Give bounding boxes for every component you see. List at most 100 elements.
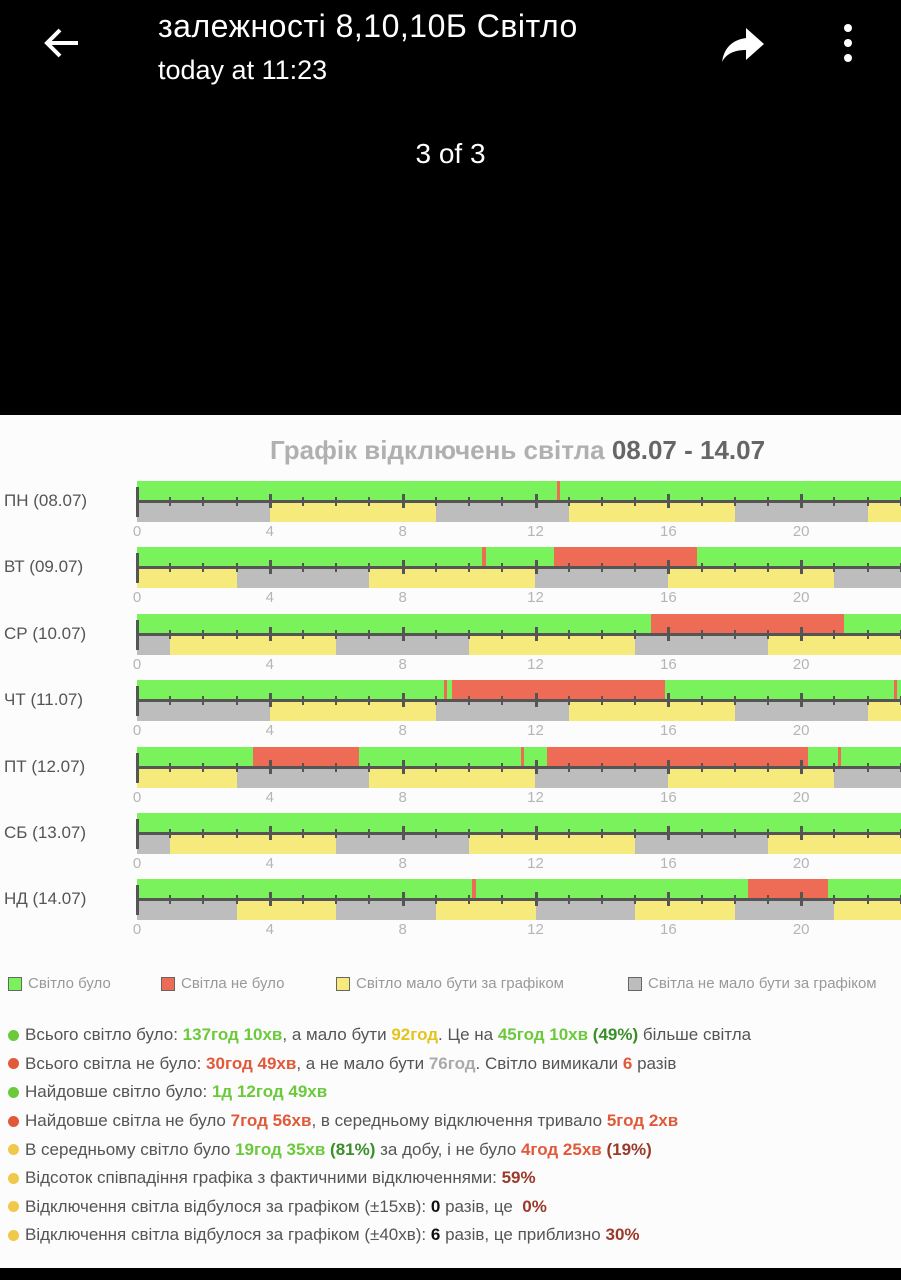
legend-label: Світла не мало бути за графіком [648, 975, 877, 992]
axis-tick [667, 494, 671, 508]
axis-start [136, 885, 139, 916]
more-options-icon[interactable] [830, 20, 866, 66]
tick-label: 12 [527, 722, 544, 740]
power-off-segment [650, 613, 845, 633]
axis-tick [335, 629, 338, 639]
axis-start [136, 752, 139, 783]
tick-label: 4 [265, 855, 274, 872]
axis-tick [401, 560, 405, 575]
axis-tick [899, 895, 901, 905]
power-off-segment [553, 547, 697, 567]
axis-tick [534, 626, 538, 641]
axis-tick [766, 629, 769, 639]
day-track: 0 4 8 12 16 20 [133, 879, 901, 939]
day-track: 0 4 8 12 16 20 [133, 613, 901, 674]
axis-tick [833, 895, 836, 905]
chart-title-prefix: Графік відключень світла [270, 435, 605, 465]
stat-text: Найдовше світла не було [25, 1111, 231, 1131]
axis-tick [202, 829, 205, 838]
tick-label: 20 [792, 788, 810, 806]
timestamp: today at 11:23 [158, 55, 328, 85]
stat-line: Відключення світла відбулося за графіком… [8, 1193, 901, 1222]
power-off-segment [557, 481, 561, 500]
stat-line: Найдовше світла не було 7год 56хв, в сер… [8, 1107, 901, 1136]
axis-tick [235, 629, 238, 639]
schedule-on-segment [170, 835, 337, 854]
legend-swatch [8, 976, 22, 991]
axis-tick [235, 563, 238, 573]
axis-tick [434, 629, 437, 639]
axis-tick [667, 759, 671, 774]
axis-tick [899, 829, 901, 838]
axis-tick [268, 826, 272, 840]
axis-line [137, 632, 901, 636]
axis-tick [434, 696, 437, 706]
axis-tick [600, 895, 603, 905]
axis-tick [434, 895, 437, 905]
axis-tick [634, 762, 637, 772]
stat-text: , а не мало бути [296, 1053, 429, 1073]
axis-tick [368, 497, 371, 506]
tick-label: 4 [265, 523, 274, 540]
legend-label: Світла не було [181, 975, 285, 992]
tick-label: 20 [792, 589, 810, 607]
axis-tick [335, 895, 338, 905]
stat-text: за добу, і не було [375, 1139, 521, 1159]
axis-tick [567, 497, 570, 506]
power-off-segment [452, 680, 665, 700]
axis-tick [899, 563, 901, 573]
axis-tick [534, 826, 538, 840]
day-track: 0 4 8 12 16 20 [133, 746, 901, 807]
stat-text: В середньому світло було [25, 1139, 236, 1159]
share-icon[interactable] [718, 22, 768, 66]
axis-tick [302, 497, 305, 506]
schedule-on-segment [236, 901, 337, 921]
day-row: ПН (08.07) 0 4 8 12 16 20 [0, 481, 901, 547]
tick-label: 0 [132, 855, 142, 872]
axis-tick [268, 626, 272, 641]
axis-tick [634, 629, 637, 639]
axis-tick [700, 629, 703, 639]
schedule-off-bar [137, 503, 901, 522]
stat-text: 76год [428, 1053, 476, 1073]
axis-tick [468, 629, 471, 639]
axis-tick [766, 497, 769, 506]
schedule-on-segment [435, 901, 536, 921]
tick-label: 20 [792, 523, 810, 540]
legend-label: Світло мало бути за графіком [356, 975, 564, 992]
stat-line: Найдовше світло було: 1д 12год 49хв [8, 1078, 901, 1107]
power-off-segment [253, 746, 359, 766]
tick-label: 12 [527, 788, 544, 806]
axis-tick [866, 762, 869, 772]
power-off-segment [472, 879, 476, 899]
legend-label: Світло було [28, 975, 111, 992]
power-off-segment [444, 680, 448, 700]
axis-tick [534, 560, 538, 575]
axis-tick [634, 829, 637, 838]
axis-tick [268, 560, 272, 575]
back-arrow-icon[interactable] [38, 20, 84, 66]
axis-tick [401, 693, 405, 708]
stat-text: Відключення світла відбулося за графіком… [25, 1196, 431, 1216]
day-label: ПТ (12.07) [4, 756, 86, 776]
schedule-on-segment [369, 569, 536, 589]
axis-tick [202, 696, 205, 706]
stat-text: (19%) [601, 1139, 652, 1159]
tick-label: 8 [398, 655, 407, 673]
stat-line: В середньому світло було 19год 35хв (81%… [8, 1135, 901, 1164]
stat-line: Всього світла не було: 30год 49хв, а не … [8, 1050, 901, 1079]
axis-tick [368, 563, 371, 573]
axis-tick [800, 494, 804, 508]
day-label: СБ (13.07) [4, 823, 87, 842]
stat-text: Найдовше світло було: [25, 1082, 212, 1102]
legend-swatch [161, 976, 175, 991]
stat-text: 92год [391, 1025, 439, 1045]
axis-line [137, 765, 901, 769]
axis-tick [766, 895, 769, 905]
axis-tick [501, 762, 504, 772]
axis-tick [567, 762, 570, 772]
axis-tick [600, 696, 603, 706]
axis-start [136, 553, 139, 584]
bullet-dot-icon [8, 1144, 19, 1156]
power-off-segment [547, 746, 808, 766]
